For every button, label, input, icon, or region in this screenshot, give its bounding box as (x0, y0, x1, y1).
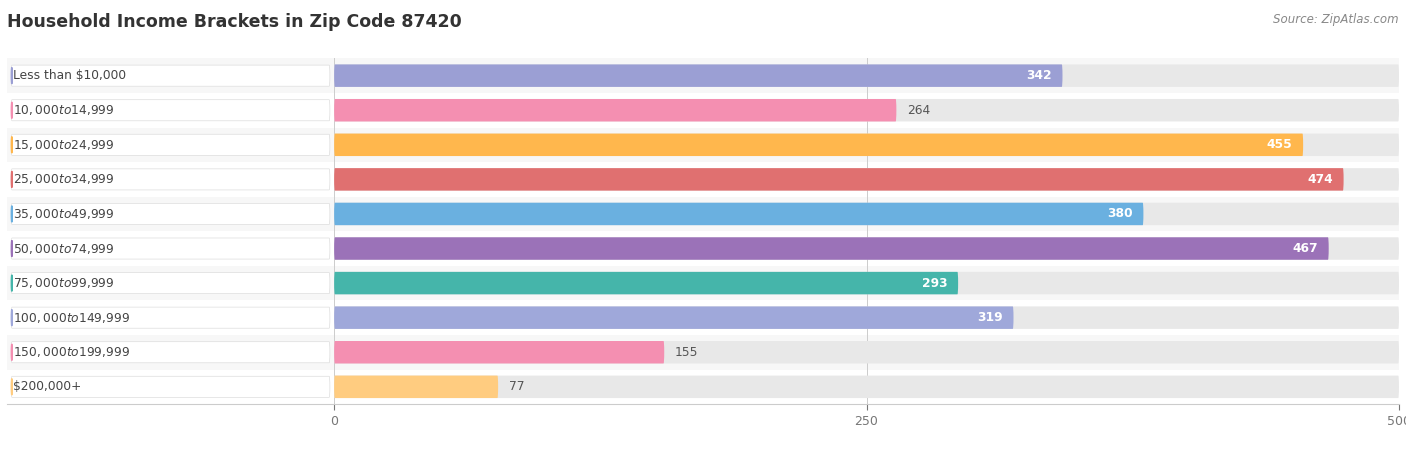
Bar (7, 128, 1399, 162)
Text: Less than $10,000: Less than $10,000 (13, 69, 125, 82)
FancyBboxPatch shape (11, 203, 330, 224)
Text: 77: 77 (509, 380, 524, 393)
FancyBboxPatch shape (11, 273, 330, 294)
Text: Source: ZipAtlas.com: Source: ZipAtlas.com (1274, 13, 1399, 26)
FancyBboxPatch shape (11, 342, 330, 363)
FancyBboxPatch shape (11, 376, 330, 397)
Text: $50,000 to $74,999: $50,000 to $74,999 (13, 242, 114, 255)
FancyBboxPatch shape (11, 238, 330, 259)
Bar (7, 300, 1399, 335)
FancyBboxPatch shape (335, 133, 1399, 156)
Text: 264: 264 (907, 104, 931, 117)
FancyBboxPatch shape (11, 134, 330, 155)
FancyBboxPatch shape (335, 272, 957, 295)
Text: 319: 319 (977, 311, 1002, 324)
Text: $15,000 to $24,999: $15,000 to $24,999 (13, 138, 114, 152)
Text: 474: 474 (1308, 173, 1333, 186)
FancyBboxPatch shape (11, 65, 330, 86)
Text: $25,000 to $34,999: $25,000 to $34,999 (13, 172, 114, 186)
Bar (7, 58, 1399, 93)
Text: $35,000 to $49,999: $35,000 to $49,999 (13, 207, 114, 221)
Bar (7, 266, 1399, 300)
Text: 342: 342 (1026, 69, 1052, 82)
Text: $10,000 to $14,999: $10,000 to $14,999 (13, 103, 114, 117)
FancyBboxPatch shape (11, 100, 330, 121)
Text: $200,000+: $200,000+ (13, 380, 80, 393)
FancyBboxPatch shape (335, 341, 1399, 364)
FancyBboxPatch shape (11, 307, 330, 328)
FancyBboxPatch shape (335, 306, 1014, 329)
FancyBboxPatch shape (335, 375, 498, 398)
Bar (7, 93, 1399, 128)
Bar (7, 197, 1399, 231)
FancyBboxPatch shape (335, 341, 664, 364)
FancyBboxPatch shape (335, 202, 1399, 225)
Bar (7, 370, 1399, 404)
Bar (7, 335, 1399, 370)
FancyBboxPatch shape (11, 169, 330, 190)
FancyBboxPatch shape (335, 202, 1143, 225)
FancyBboxPatch shape (335, 99, 897, 122)
Text: Household Income Brackets in Zip Code 87420: Household Income Brackets in Zip Code 87… (7, 13, 461, 31)
Bar (7, 162, 1399, 197)
FancyBboxPatch shape (335, 168, 1399, 191)
Text: $75,000 to $99,999: $75,000 to $99,999 (13, 276, 114, 290)
FancyBboxPatch shape (335, 133, 1303, 156)
FancyBboxPatch shape (335, 168, 1344, 191)
Text: 467: 467 (1292, 242, 1317, 255)
FancyBboxPatch shape (335, 272, 1399, 295)
FancyBboxPatch shape (335, 237, 1399, 260)
FancyBboxPatch shape (335, 237, 1329, 260)
Text: 155: 155 (675, 346, 699, 359)
Text: 455: 455 (1267, 138, 1292, 151)
FancyBboxPatch shape (335, 99, 1399, 122)
Bar (7, 231, 1399, 266)
Text: $150,000 to $199,999: $150,000 to $199,999 (13, 345, 129, 359)
FancyBboxPatch shape (335, 375, 1399, 398)
FancyBboxPatch shape (335, 64, 1399, 87)
Text: 380: 380 (1107, 207, 1133, 220)
Text: $100,000 to $149,999: $100,000 to $149,999 (13, 311, 129, 325)
FancyBboxPatch shape (335, 64, 1063, 87)
Text: 293: 293 (922, 277, 948, 290)
FancyBboxPatch shape (335, 306, 1399, 329)
